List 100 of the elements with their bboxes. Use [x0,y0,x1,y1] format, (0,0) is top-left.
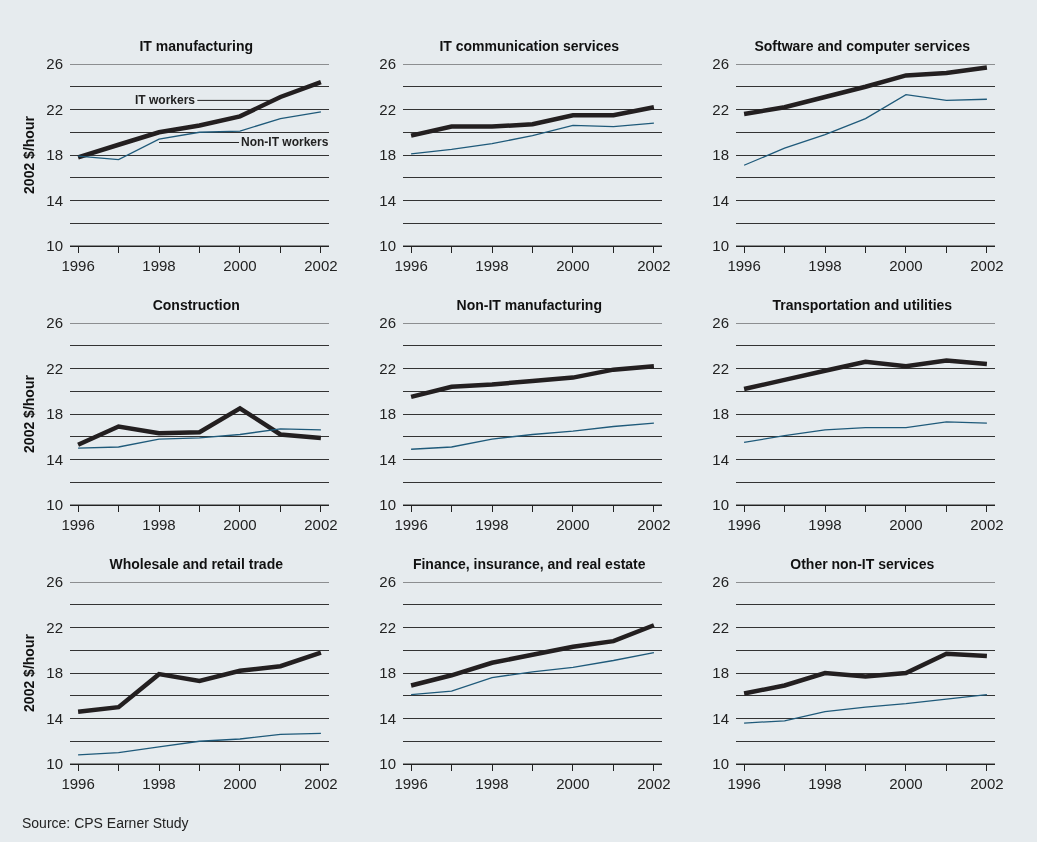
chart-title: IT manufacturing [139,38,254,55]
x-tick-label: 1998 [142,516,176,533]
y-tick-label: 22 [46,359,63,377]
y-tick-label: 18 [379,664,396,682]
chart-title: Finance, insurance, and real estate [412,556,646,573]
y-tick-label: 22 [379,359,396,377]
y-tick-label: 22 [712,618,729,636]
chart-title: Software and computer services [754,38,971,55]
y-tick-label: 18 [379,146,396,164]
x-tick-label: 1996 [727,516,761,533]
x-tick-label: 1996 [394,257,428,274]
x-tick-label: 2002 [304,775,338,792]
y-tick-label: 18 [46,146,63,164]
y-axis-title: 2002 $/hour [20,115,37,194]
line-series [408,104,657,138]
x-tick-label: 2000 [889,516,923,533]
x-tick-label: 2000 [889,257,923,274]
x-tick-label: 1998 [475,516,509,533]
x-tick-label: 2002 [637,516,671,533]
x-tick-label: 2000 [223,516,257,533]
y-tick-label: 14 [379,709,396,727]
y-tick-label: 10 [712,237,729,255]
y-tick-label: 14 [712,709,729,727]
y-axis-title: 2002 $/hour [20,374,37,453]
y-tick-label: 22 [46,618,63,636]
x-tick-label: 1998 [475,257,509,274]
y-tick-label: 18 [712,664,729,682]
x-tick-label: 1998 [808,775,842,792]
line-series [741,651,990,696]
y-tick-label: 10 [379,496,396,514]
y-tick-label: 26 [46,314,63,332]
y-tick-label: 18 [46,405,63,423]
x-tick-label: 2002 [637,775,671,792]
y-tick-label: 14 [379,450,396,468]
x-tick-label: 1996 [61,775,95,792]
x-tick-label: 1996 [394,775,428,792]
x-tick-label: 2000 [223,257,257,274]
y-tick-label: 18 [46,664,63,682]
x-tick-label: 2002 [637,257,671,274]
y-tick-label: 22 [712,359,729,377]
y-tick-label: 26 [46,55,63,73]
x-tick-label: 1998 [142,257,176,274]
y-tick-label: 26 [46,573,63,591]
line-series [77,732,322,756]
y-tick-label: 22 [379,618,396,636]
y-tick-label: 18 [712,405,729,423]
y-tick-label: 14 [712,450,729,468]
x-tick-label: 2002 [970,257,1004,274]
line-series [743,94,988,166]
y-tick-label: 10 [379,237,396,255]
line-series [743,421,988,444]
y-tick-label: 18 [379,405,396,423]
x-tick-label: 1996 [727,775,761,792]
x-tick-label: 2002 [970,775,1004,792]
line-series [410,422,655,450]
x-tick-label: 2002 [304,516,338,533]
line-series [410,122,655,155]
y-tick-label: 10 [46,237,63,255]
line-series [408,363,657,400]
y-tick-label: 26 [712,573,729,591]
y-tick-label: 22 [379,100,396,118]
x-tick-label: 1996 [727,257,761,274]
y-tick-label: 18 [712,146,729,164]
line-series [410,651,655,696]
chart-title: Construction [152,297,240,314]
line-series [741,358,990,392]
y-tick-label: 26 [379,573,396,591]
line-series [75,406,324,447]
chart-title: Wholesale and retail trade [109,556,284,573]
line-series [408,622,657,688]
y-tick-label: 10 [712,755,729,773]
x-tick-label: 2000 [556,775,590,792]
y-tick-label: 10 [712,496,729,514]
x-tick-label: 2002 [304,257,338,274]
line-series [75,650,324,714]
x-tick-label: 2000 [556,516,590,533]
annotation: IT workers [135,93,196,107]
source-note: Source: CPS Earner Study [22,815,189,831]
y-tick-label: 14 [712,191,729,209]
chart-title: Transportation and utilities [772,297,953,314]
chart-title: Non-IT manufacturing [456,297,602,314]
x-tick-label: 1996 [61,257,95,274]
y-tick-label: 14 [379,191,396,209]
y-tick-label: 10 [379,755,396,773]
y-tick-label: 26 [712,55,729,73]
x-tick-label: 2000 [889,775,923,792]
y-tick-label: 10 [46,496,63,514]
chart-title: IT communication services [439,38,620,55]
y-tick-label: 14 [46,191,63,209]
x-tick-label: 1998 [808,516,842,533]
x-tick-label: 1998 [808,257,842,274]
y-tick-label: 14 [46,450,63,468]
y-tick-label: 22 [712,100,729,118]
x-tick-label: 1996 [61,516,95,533]
y-axis-title: 2002 $/hour [20,633,37,712]
x-tick-label: 1998 [142,775,176,792]
x-tick-label: 1998 [475,775,509,792]
line-series [77,428,322,449]
y-tick-label: 10 [46,755,63,773]
line-series [743,693,988,724]
